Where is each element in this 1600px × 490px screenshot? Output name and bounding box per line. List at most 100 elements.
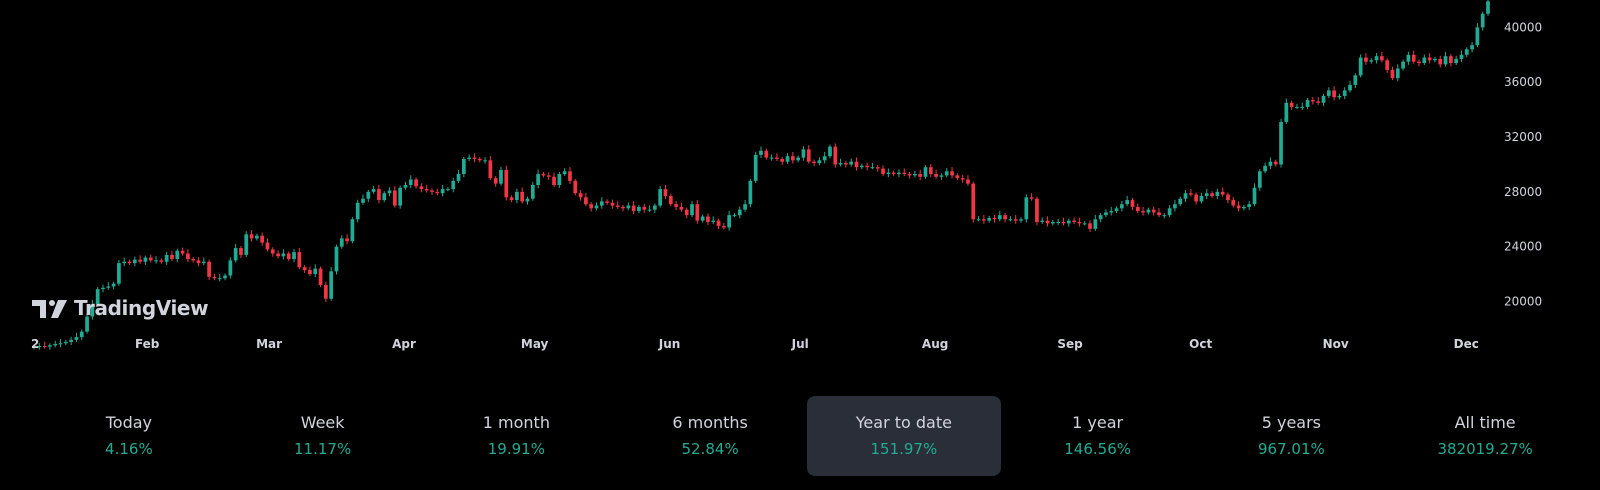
candle [1220, 191, 1225, 195]
candle [615, 205, 620, 207]
candle [398, 187, 403, 206]
candle [1141, 211, 1145, 213]
candle [753, 154, 758, 181]
candle [451, 180, 456, 190]
candle [69, 339, 74, 342]
time-tick-label: Feb [135, 337, 160, 351]
period-button-all-time[interactable]: All time 382019.27% [1388, 396, 1582, 476]
candle [1215, 191, 1220, 196]
candle [74, 337, 79, 340]
candle [1342, 90, 1347, 96]
time-tick-label: Dec [1454, 337, 1479, 351]
candle [939, 175, 944, 177]
candle [1178, 198, 1183, 205]
candle [679, 206, 684, 210]
candle [520, 191, 525, 202]
candle [913, 174, 917, 176]
price-tick-label: 32000 [1504, 130, 1542, 144]
candle [1104, 212, 1108, 216]
candle [1326, 90, 1331, 96]
candle [255, 235, 259, 239]
candle [891, 172, 896, 175]
candle [143, 257, 148, 262]
candle [345, 238, 349, 242]
candle [1401, 61, 1405, 69]
candle [711, 220, 716, 222]
time-tick-label: Aug [922, 337, 948, 351]
time-tick-label: Jul [791, 337, 809, 351]
candle [944, 171, 949, 176]
candle [324, 285, 328, 299]
candle [392, 190, 397, 206]
candle [1358, 57, 1363, 76]
candle [85, 316, 89, 332]
candle [175, 250, 180, 259]
period-button-6-months[interactable]: 6 months 52.84% [613, 396, 807, 476]
candle [950, 171, 954, 176]
candle [859, 165, 864, 168]
candle [472, 157, 477, 159]
candle [1480, 13, 1485, 28]
period-button-year-to-date[interactable]: Year to date 151.97% [807, 396, 1001, 476]
period-button-today[interactable]: Today 4.16% [32, 396, 226, 476]
candle [1273, 161, 1278, 165]
candle [716, 220, 721, 227]
candle [313, 268, 318, 275]
candle [865, 165, 869, 168]
candle [737, 209, 742, 216]
candle [329, 271, 334, 299]
time-tick-label: Oct [1189, 337, 1212, 351]
candle [308, 269, 312, 275]
period-label: 5 years [1261, 413, 1322, 432]
candle [642, 206, 647, 210]
candle [1443, 56, 1448, 65]
candle [1040, 220, 1045, 222]
time-tick-label: May [521, 337, 549, 351]
candle [732, 215, 737, 217]
candle [334, 246, 339, 272]
candle [180, 250, 185, 254]
candle [631, 205, 636, 212]
candle [923, 167, 928, 177]
candle [212, 276, 217, 279]
candle [1199, 195, 1204, 202]
candle [1242, 206, 1246, 209]
candle [1395, 68, 1400, 79]
candle [1295, 106, 1299, 108]
candle [700, 216, 705, 221]
candle [530, 185, 535, 199]
candle [461, 158, 466, 175]
period-label: Year to date [855, 413, 952, 432]
candle [812, 161, 816, 164]
candle [557, 174, 562, 185]
period-label: Today [105, 413, 153, 432]
candle [690, 204, 694, 216]
candle [1470, 45, 1474, 50]
candle [1003, 215, 1007, 220]
candle [414, 179, 418, 187]
period-button-1-year[interactable]: 1 year 146.56% [1001, 396, 1195, 476]
candle [148, 257, 153, 261]
candle [446, 189, 450, 191]
candle [536, 174, 540, 185]
period-button-5-years[interactable]: 5 years 967.01% [1195, 396, 1389, 476]
candle [48, 345, 52, 347]
candle [594, 205, 599, 209]
candle [605, 201, 609, 203]
candle [1109, 211, 1114, 213]
candle [971, 183, 976, 220]
candle [1475, 27, 1480, 46]
candle [1252, 187, 1257, 205]
period-label: Week [300, 413, 345, 432]
candle [1188, 193, 1193, 195]
period-button-1-month[interactable]: 1 month 19.91% [420, 396, 614, 476]
candle [1146, 209, 1151, 213]
candle [1390, 69, 1395, 79]
candle [997, 215, 1002, 220]
candle [1422, 57, 1427, 64]
candle [191, 259, 196, 261]
period-button-week[interactable]: Week 11.17% [226, 396, 420, 476]
candle [1114, 208, 1119, 212]
candle [743, 204, 747, 210]
candle [276, 253, 280, 257]
